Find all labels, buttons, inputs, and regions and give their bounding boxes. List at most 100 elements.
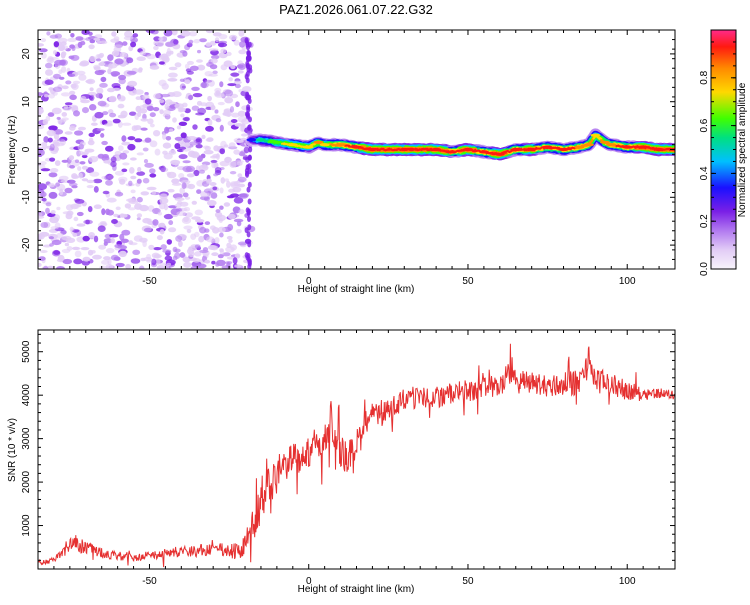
noise-blob [153,46,159,50]
noise-blob [80,96,87,102]
noise-edge-blob [248,261,252,267]
noise-blob [131,190,136,194]
ridge-point [479,150,489,153]
ridge-point [447,150,457,153]
noise-blob [216,153,220,160]
noise-blob [227,236,233,240]
noise-blob [137,217,141,220]
noise-blob [211,105,216,110]
noise-blob [196,59,203,63]
noise-blob [152,253,160,259]
noise-blob [144,228,152,233]
noise-blob [49,148,55,151]
noise-blob [224,97,233,103]
noise-blob [94,66,101,70]
noise-blob [200,82,209,88]
noise-blob [112,88,120,91]
noise-blob [67,246,73,251]
noise-blob [89,56,96,62]
noise-blob [230,106,234,113]
noise-blob [89,156,99,162]
noise-blob [40,250,48,253]
noise-blob [92,255,102,260]
noise-blob [113,119,121,124]
ridge-point [352,146,362,149]
noise-blob [74,130,83,135]
noise-blob [220,125,224,132]
noise-blob [88,32,93,36]
noise-blob [42,198,47,202]
noise-blob [114,244,122,248]
noise-blob [121,239,129,243]
noise-blob [238,209,244,214]
noise-blob [168,227,176,232]
ridge-point [584,143,594,146]
noise-blob [72,247,79,250]
noise-blob [193,93,203,97]
noise-blob [242,86,251,92]
noise-blob [91,250,95,254]
noise-blob [196,189,201,194]
noise-blob [237,64,244,68]
bottom-y-tick-label: 1000 [21,514,32,537]
noise-blob [70,33,74,38]
ridge-point [272,141,282,144]
noise-blob [77,212,84,216]
noise-blob [56,233,63,239]
noise-blob [182,182,187,189]
noise-blob [45,63,52,69]
noise-blob [108,63,113,70]
noise-blob [111,255,119,261]
noise-blob [152,191,156,195]
noise-blob [233,149,240,154]
noise-blob [152,219,158,226]
noise-blob [49,172,58,177]
noise-blob [110,39,119,43]
noise-blob [163,110,170,116]
noise-blob [75,199,85,204]
noise-blob [193,258,201,263]
noise-blob [129,167,135,174]
noise-blob [58,45,65,52]
noise-blob [127,144,135,151]
noise-blob [66,204,74,210]
noise-blob [169,67,178,70]
noise-blob [124,36,133,40]
noise-blob [103,160,110,164]
noise-blob [54,214,60,220]
noise-blob [62,160,69,163]
noise-blob [196,139,201,143]
noise-blob [60,119,66,123]
noise-blob [110,238,115,243]
noise-blob [132,250,140,255]
noise-blob [79,151,83,155]
noise-blob [107,198,117,203]
colorbar-tick-label: 0.2 [699,214,710,228]
noise-blob [230,171,236,174]
noise-edge-blob [246,164,250,170]
noise-blob [145,98,152,104]
noise-blob [52,108,62,115]
noise-blob [88,140,95,145]
noise-blob [137,56,146,61]
noise-blob [100,221,107,225]
noise-blob [129,200,139,204]
noise-blob [142,218,150,224]
noise-blob [49,158,55,162]
noise-blob [228,189,235,193]
noise-blob [160,229,165,234]
noise-blob [227,195,235,198]
top-y-tick-label: 0 [21,146,32,152]
noise-blob [98,101,107,107]
noise-blob [56,207,60,210]
chart-title: PAZ1.2026.061.07.22.G32 [279,2,433,17]
noise-blob [38,256,45,261]
noise-blob [120,111,127,118]
noise-blob [106,248,115,253]
top-y-tick-label: -10 [21,190,32,205]
noise-blob [208,74,218,77]
noise-blob [58,38,68,43]
noise-edge-blob [245,111,249,117]
